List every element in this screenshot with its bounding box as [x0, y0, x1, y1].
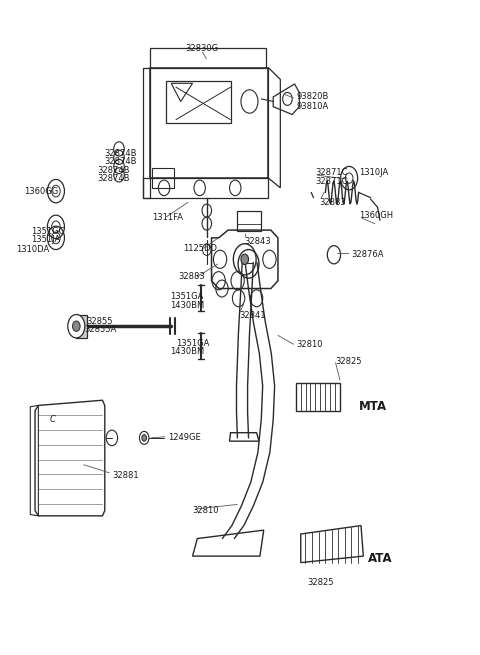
- Text: 32810: 32810: [192, 506, 219, 515]
- Circle shape: [142, 435, 146, 441]
- Text: 93820B: 93820B: [297, 92, 329, 102]
- Polygon shape: [76, 314, 87, 338]
- Text: 32855: 32855: [86, 316, 112, 326]
- Text: ATA: ATA: [368, 552, 393, 565]
- Text: 1351GA: 1351GA: [170, 292, 203, 301]
- Circle shape: [241, 254, 249, 265]
- Text: 32841: 32841: [239, 311, 265, 320]
- Text: 32881: 32881: [112, 471, 139, 480]
- Text: MTA: MTA: [359, 400, 387, 413]
- Text: 1351GC: 1351GC: [31, 227, 65, 236]
- Text: 1125DD: 1125DD: [183, 244, 217, 253]
- Text: 32871C: 32871C: [315, 168, 348, 178]
- Text: 1430BM: 1430BM: [170, 301, 204, 310]
- Text: 32810: 32810: [296, 340, 323, 349]
- Text: 1310JA: 1310JA: [360, 168, 389, 178]
- Text: 1249GE: 1249GE: [168, 434, 201, 442]
- Circle shape: [68, 314, 85, 338]
- Circle shape: [72, 321, 80, 331]
- Text: 1351JA: 1351JA: [31, 235, 60, 244]
- Text: 32874B: 32874B: [105, 149, 137, 158]
- Text: 32855A: 32855A: [84, 325, 117, 334]
- Text: 32883: 32883: [320, 198, 347, 207]
- Text: 32874B: 32874B: [105, 157, 137, 166]
- Text: 1360GG: 1360GG: [24, 187, 59, 196]
- Text: 32843: 32843: [245, 237, 271, 246]
- Text: 32883: 32883: [179, 272, 205, 282]
- Text: 1351GA: 1351GA: [176, 339, 209, 348]
- Text: 32825: 32825: [335, 357, 361, 365]
- Text: 32876A: 32876A: [351, 250, 384, 259]
- Text: 32874B: 32874B: [97, 166, 130, 175]
- Text: 1430BM: 1430BM: [170, 347, 204, 356]
- Text: 32830G: 32830G: [185, 44, 218, 53]
- Text: 1311FA: 1311FA: [152, 213, 183, 221]
- Text: 1310DA: 1310DA: [16, 245, 49, 254]
- Text: 1360GH: 1360GH: [360, 212, 394, 220]
- Text: 32871C: 32871C: [315, 177, 348, 186]
- Text: 32825: 32825: [307, 578, 334, 587]
- Text: C: C: [49, 415, 56, 424]
- Text: 32874B: 32874B: [97, 174, 130, 183]
- Text: 93810A: 93810A: [297, 102, 329, 111]
